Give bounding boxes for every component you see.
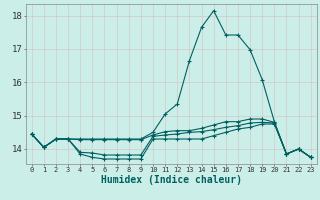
X-axis label: Humidex (Indice chaleur): Humidex (Indice chaleur): [101, 175, 242, 185]
